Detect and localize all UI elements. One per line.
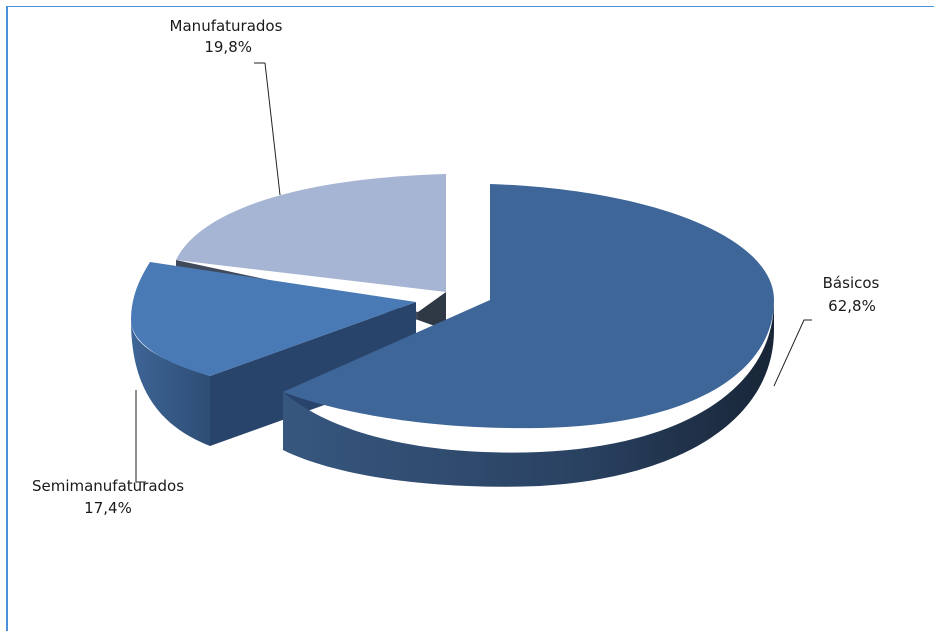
slice-manufaturados-top xyxy=(176,174,446,292)
slice-basicos-side xyxy=(283,300,774,487)
slice-semimanufaturados-top xyxy=(131,262,416,376)
label-manufaturados-name: Manufaturados xyxy=(170,17,283,35)
slice-semimanufaturados xyxy=(131,262,416,446)
slice-semimanufaturados-inner-wall xyxy=(210,302,416,446)
slice-basicos xyxy=(283,184,774,487)
leader-line-semimanufaturados xyxy=(135,390,146,483)
slice-basicos-top xyxy=(283,184,774,429)
chart-frame xyxy=(6,6,934,631)
leader-line-manufaturados xyxy=(264,62,281,196)
label-semimanufaturados-value: 17,4% xyxy=(84,499,132,517)
label-semimanufaturados-name: Semimanufaturados xyxy=(32,477,184,495)
leader-line-basicos xyxy=(773,319,812,387)
slice-manufaturados-wall-right xyxy=(418,292,446,330)
label-basicos-name: Básicos xyxy=(823,274,880,292)
label-manufaturados-value: 19,8% xyxy=(204,38,252,56)
label-basicos-value: 62,8% xyxy=(828,297,876,315)
slice-semimanufaturados-side xyxy=(131,320,210,446)
